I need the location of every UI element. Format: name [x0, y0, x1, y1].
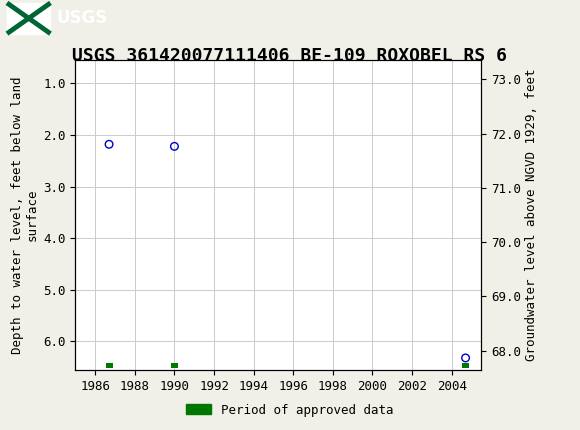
Text: USGS: USGS	[56, 9, 107, 27]
Bar	[106, 363, 113, 368]
Bar	[171, 363, 178, 368]
Point	[461, 354, 470, 361]
Text: USGS 361420077111406 BE-109 ROXOBEL RS 6: USGS 361420077111406 BE-109 ROXOBEL RS 6	[72, 47, 508, 65]
Y-axis label: Depth to water level, feet below land
surface: Depth to water level, feet below land su…	[11, 76, 39, 354]
Point	[170, 143, 179, 150]
Bar	[7, 3, 50, 34]
Legend: Period of approved data: Period of approved data	[181, 399, 399, 421]
Point	[104, 141, 114, 148]
Bar	[462, 363, 469, 368]
Y-axis label: Groundwater level above NGVD 1929, feet: Groundwater level above NGVD 1929, feet	[525, 69, 538, 361]
